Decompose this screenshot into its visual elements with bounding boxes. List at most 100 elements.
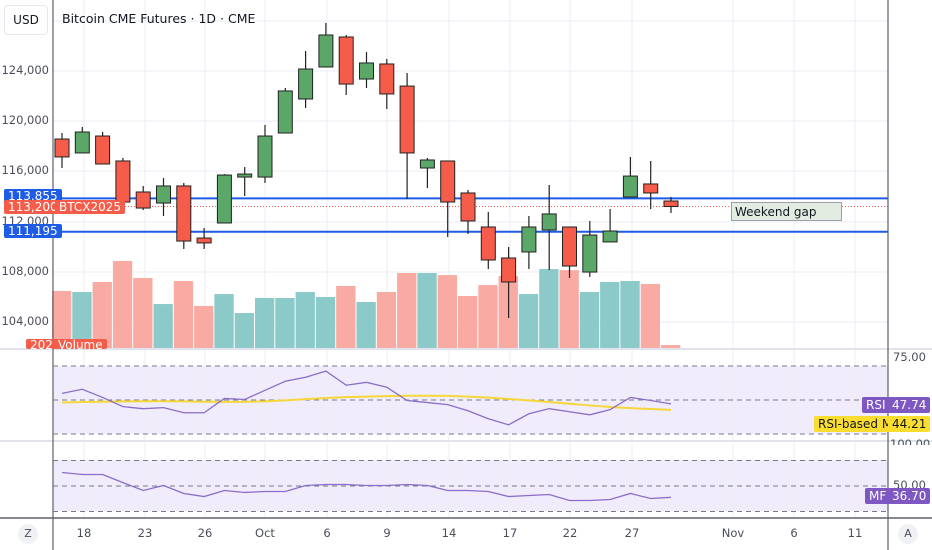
candle-body: [521, 226, 537, 253]
time-axis-tick: 11: [847, 526, 863, 540]
rsi-ma-last-value: 44.21: [888, 416, 931, 432]
volume-bar: [173, 280, 194, 348]
volume-bar: [559, 270, 579, 348]
volume-value-tag: 202: [26, 339, 57, 349]
volume-bar: [234, 313, 254, 348]
candle-body: [74, 131, 90, 154]
volume-bar: [518, 294, 539, 348]
price-axis-tick: 120,000: [1, 113, 49, 127]
time-axis-tick: 6: [790, 526, 798, 540]
price-axis-tick: 104,000: [1, 314, 49, 328]
volume-bar: [579, 291, 600, 348]
candle-body: [643, 183, 659, 194]
hline-lower-price-tag: 111,195: [4, 224, 62, 238]
symbol-tag: BTCX2025: [55, 200, 125, 214]
candle-body: [95, 135, 111, 165]
price-axis-tick: 116,000: [1, 163, 49, 177]
currency-button[interactable]: USD: [4, 5, 48, 35]
candle-body: [156, 185, 171, 204]
rsi-line: [61, 370, 672, 426]
volume-bar: [153, 304, 173, 348]
volume-bar: [661, 345, 681, 348]
time-axis-tick: Nov: [721, 526, 745, 540]
volume-bar: [458, 295, 478, 348]
time-axis-tick: Oct: [255, 526, 275, 540]
candle-body: [440, 160, 456, 203]
candle-body: [501, 257, 517, 283]
rsi-ma-legend-label: RSI-based MA: [814, 416, 905, 432]
candle-body: [480, 226, 496, 261]
mf-axis-tick: 100.00: [890, 437, 931, 445]
price-axis-tick: 108,000: [1, 264, 49, 278]
zoom-button[interactable]: Z: [18, 524, 38, 544]
volume-bar: [315, 296, 336, 348]
volume-bar: [112, 260, 133, 348]
candle-body: [196, 237, 212, 244]
candle-body: [622, 175, 638, 198]
candle-body: [338, 36, 354, 85]
candle-body: [257, 135, 273, 178]
time-axis-tick: 26: [197, 526, 213, 540]
volume-bar: [194, 305, 214, 348]
candle-body: [359, 62, 374, 80]
time-axis-tick: 9: [383, 526, 391, 540]
time-axis-tick: 22: [562, 526, 578, 540]
candle-body: [216, 174, 232, 224]
volume-bar: [600, 281, 620, 348]
candle-body: [399, 85, 415, 154]
candle-body: [115, 160, 131, 203]
candle-body: [460, 192, 476, 222]
time-axis-tick: 23: [137, 526, 153, 540]
candle-body: [663, 200, 679, 208]
rsi-legend-label: RSI: [862, 397, 890, 413]
volume-bar: [92, 281, 112, 348]
volume-bar: [295, 291, 315, 348]
volume-bar: [52, 290, 72, 348]
mf-last-value: 36.70: [888, 488, 931, 504]
time-axis-tick: 14: [441, 526, 457, 540]
volume-bar: [397, 273, 417, 348]
rsi-axis-tick: 75.00: [893, 350, 926, 364]
weekend-gap-note[interactable]: Weekend gap: [731, 202, 842, 221]
volume-bar: [437, 275, 457, 348]
time-axis-tick: 6: [323, 526, 331, 540]
mf-legend-label: MF: [865, 488, 891, 504]
volume-bar: [640, 284, 660, 348]
rsi-ma-line: [61, 394, 672, 411]
chart-title: Bitcoin CME Futures · 1D · CME: [62, 11, 256, 26]
candle-body: [602, 230, 618, 243]
volume-bar: [539, 269, 559, 348]
hline-upper-price-tag: 113,855: [4, 189, 62, 203]
candle-body: [237, 173, 253, 178]
candle-body: [419, 159, 435, 169]
last-price-tag: 113,200: [4, 200, 62, 214]
volume-bar: [275, 298, 295, 348]
candle-body: [135, 191, 151, 209]
time-axis-tick: 18: [76, 526, 92, 540]
volume-bar: [620, 280, 640, 348]
candle-body: [176, 185, 192, 242]
volume-bar: [478, 285, 498, 348]
mf-line: [61, 471, 672, 502]
candle-body: [582, 234, 598, 273]
time-axis-tick: 17: [502, 526, 518, 540]
volume-bar: [72, 291, 92, 348]
volume-bar: [214, 294, 234, 348]
volume-bar: [417, 273, 437, 348]
volume-bar: [336, 285, 356, 348]
volume-bar: [133, 278, 153, 348]
volume-bar: [356, 301, 376, 348]
candle-body: [379, 63, 395, 95]
volume-bar: [376, 291, 397, 348]
auto-scale-button[interactable]: A: [898, 524, 918, 544]
time-axis-tick: 27: [624, 526, 640, 540]
volume-bar: [255, 298, 275, 348]
candle-body: [541, 213, 557, 231]
candle-body: [54, 138, 70, 158]
candle-body: [298, 68, 314, 100]
candle-body: [562, 226, 577, 267]
candle-body: [318, 34, 334, 68]
candle-body: [277, 90, 293, 134]
price-axis-tick: 124,000: [1, 63, 49, 77]
